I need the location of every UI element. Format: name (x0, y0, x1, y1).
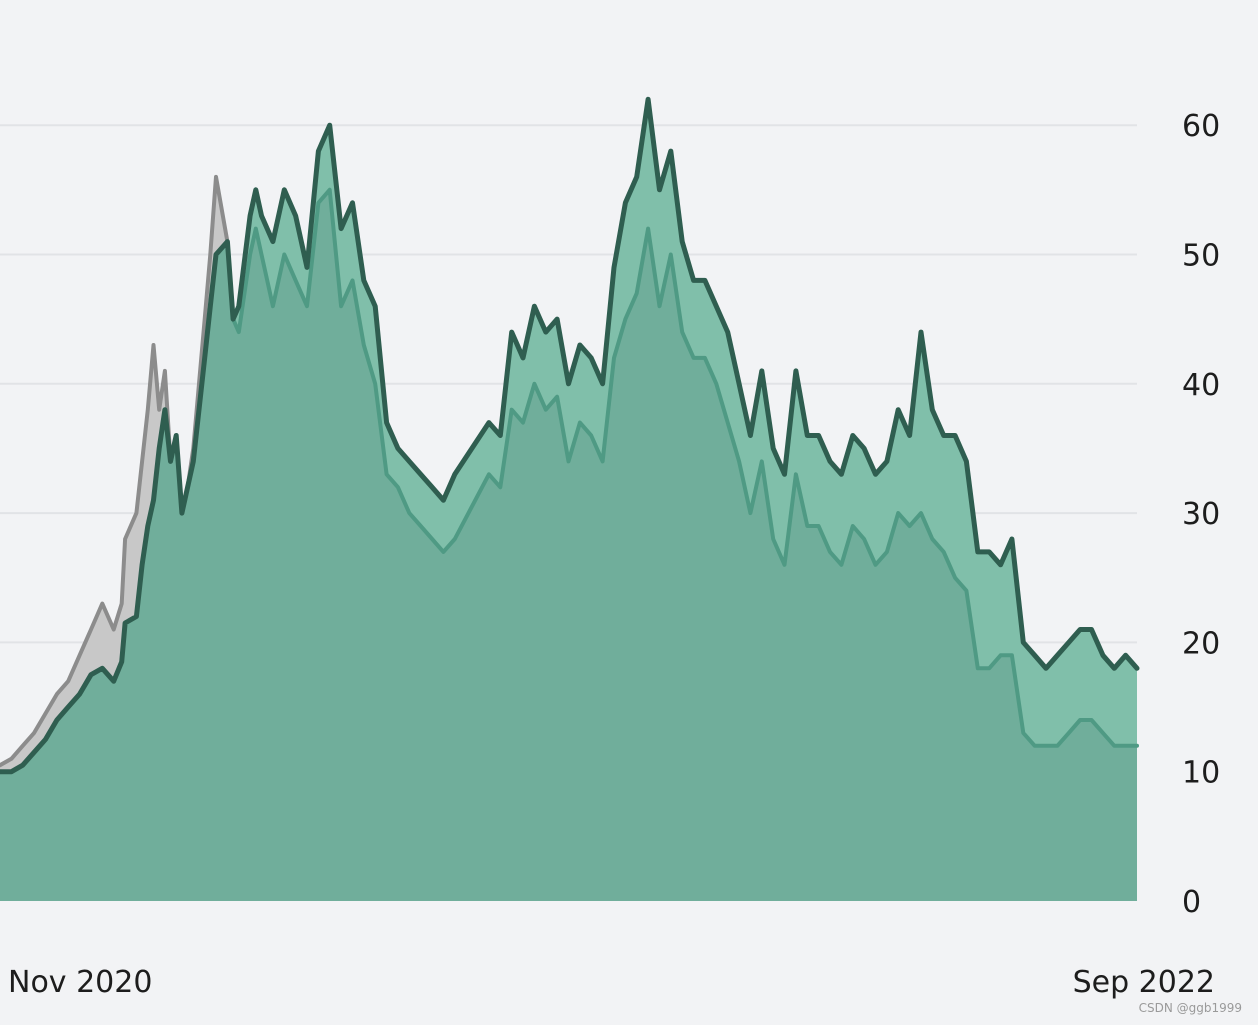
watermark: CSDN @ggb1999 (1138, 1001, 1242, 1015)
y-tick-label-0: 0 (1182, 885, 1201, 920)
y-tick-label-40: 40 (1182, 368, 1220, 403)
x-tick-label-1: Sep 2022 (1073, 965, 1215, 1000)
y-tick-label-30: 30 (1182, 497, 1220, 532)
y-tick-label-20: 20 (1182, 626, 1220, 661)
y-axis-tick-labels: 0 10 20 30 40 50 60 (1182, 109, 1220, 920)
x-axis-tick-labels: Nov 2020 Sep 2022 (8, 965, 1215, 1000)
series-areas (0, 99, 1137, 902)
series-lines (0, 96, 1140, 775)
y-tick-label-10: 10 (1182, 756, 1220, 791)
line-dark-green (0, 96, 1140, 775)
y-tick-label-60: 60 (1182, 109, 1220, 144)
y-tick-label-50: 50 (1182, 239, 1220, 274)
x-tick-label-0: Nov 2020 (8, 965, 152, 1000)
area-medium-green (0, 189, 1137, 902)
